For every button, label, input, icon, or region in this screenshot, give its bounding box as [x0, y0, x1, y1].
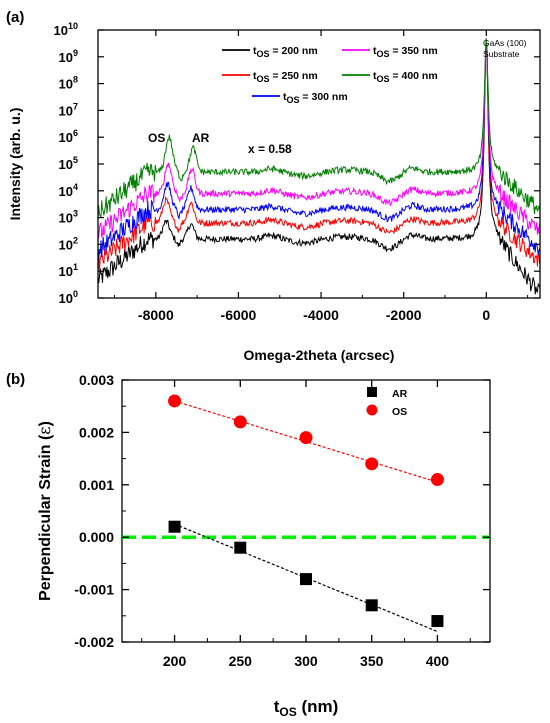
- composition-annotation: x = 0.58: [248, 142, 292, 156]
- panel-a-y-axis-label: Intensity (arb. u.): [7, 108, 23, 221]
- y-tick-label: 101: [59, 262, 78, 279]
- legend-entry: tOS = 350 nm: [373, 45, 438, 59]
- y-tick-label: 108: [59, 75, 78, 92]
- x-tick-label: 350: [360, 653, 384, 669]
- y-tick-label: 105: [59, 155, 78, 172]
- data-point: [365, 457, 379, 471]
- data-point: [234, 541, 247, 554]
- y-tick-label: 109: [59, 48, 78, 65]
- y-tick-label: -0.001: [74, 582, 114, 598]
- x-tick-label: -2000: [386, 307, 422, 323]
- data-point: [233, 415, 247, 429]
- panel-a-chart: -8000 -6000 -4000 -2000 0 100 101 102 103 104 105…: [7, 21, 541, 363]
- x-tick-label: -8000: [138, 307, 174, 323]
- data-point: [430, 473, 444, 487]
- x-tick-label: 250: [229, 653, 253, 669]
- xrd-series-line: [98, 38, 540, 239]
- panel-b-chart: 200 250 300 350 400 -0.002 -0.001 0.000 0.001 0.…: [35, 372, 491, 719]
- os-peak-annotation: OS: [148, 131, 165, 145]
- data-point: [299, 431, 313, 445]
- y-tick-label: 106: [59, 128, 78, 145]
- x-tick-label: 200: [163, 653, 187, 669]
- legend-entry: AR: [392, 388, 408, 400]
- y-tick-label: 102: [59, 235, 78, 252]
- substrate-annotation-line1: GaAs (100): [483, 38, 527, 48]
- xrd-series-line: [98, 38, 540, 295]
- data-point: [168, 394, 182, 408]
- data-point: [431, 615, 444, 628]
- y-tick-label: 107: [59, 101, 78, 118]
- panel-a-x-axis-label: Omega-2theta (arcsec): [244, 347, 395, 363]
- substrate-annotation-line2: Substrate: [483, 49, 520, 59]
- x-tick-label: 0: [482, 307, 490, 323]
- legend-marker: [366, 404, 378, 416]
- xrd-series-line: [98, 40, 540, 260]
- xrd-series-line: [98, 39, 540, 274]
- panel-b-frame: [121, 379, 491, 643]
- y-tick-label: 0.003: [79, 372, 114, 388]
- y-tick-label: 0.002: [79, 424, 114, 440]
- legend-entry: tOS = 250 nm: [253, 70, 318, 84]
- data-point: [168, 520, 181, 533]
- legend-marker: [367, 387, 377, 397]
- legend-entry: tOS = 200 nm: [253, 45, 318, 59]
- y-tick-label: 104: [59, 182, 78, 199]
- x-tick-label: 400: [426, 653, 450, 669]
- y-tick-label: 0.000: [79, 529, 114, 545]
- y-tick-label: 1010: [54, 21, 78, 38]
- xrd-series-line: [98, 38, 540, 220]
- legend-entry: OS: [392, 406, 407, 418]
- panel-b-label: (b): [6, 371, 25, 388]
- panel-a-frame: [97, 29, 541, 299]
- panel-a-label: (a): [6, 9, 24, 26]
- y-tick-label: 100: [59, 289, 78, 306]
- data-point: [300, 573, 312, 586]
- ar-peak-annotation: AR: [192, 131, 210, 145]
- panel-b-x-axis-label: tOS (nm): [274, 697, 339, 719]
- x-tick-label: -6000: [221, 307, 257, 323]
- legend-entry: tOS = 400 nm: [373, 70, 438, 84]
- x-tick-label: -4000: [303, 307, 339, 323]
- y-tick-label: 103: [59, 209, 78, 226]
- y-tick-label: 0.001: [79, 477, 114, 493]
- legend-entry: tOS = 300 nm: [283, 91, 348, 105]
- y-tick-label: -0.002: [74, 634, 114, 650]
- data-point: [365, 599, 378, 612]
- panel-b-y-axis-label: Perpendicular Strain (ε): [35, 421, 54, 601]
- x-tick-label: 300: [294, 653, 318, 669]
